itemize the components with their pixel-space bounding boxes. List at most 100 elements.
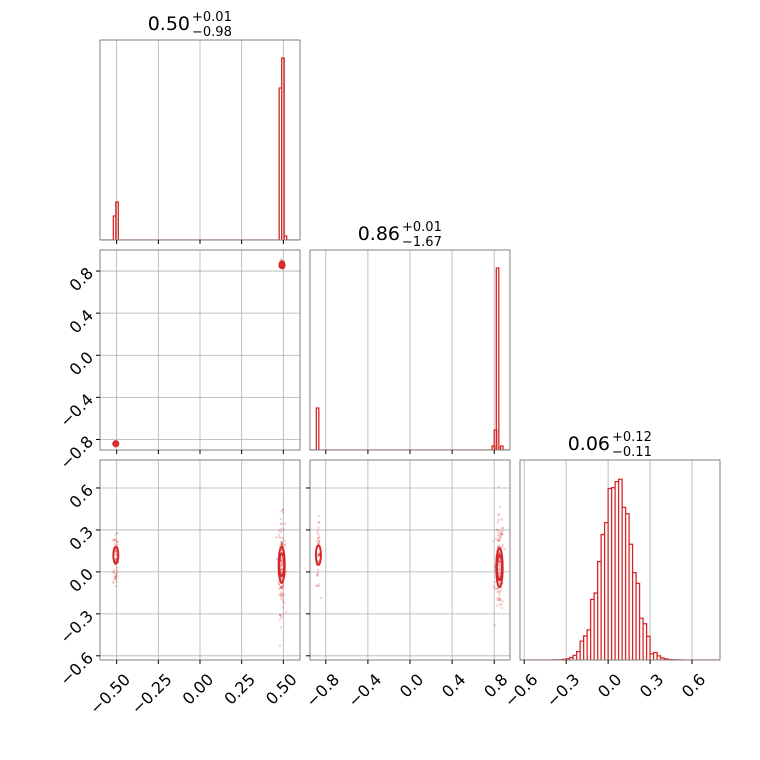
- scatter-point: [280, 541, 284, 544]
- panel-r2c2: −0.6 −0.3 0.0 0.3 0.6 0.06 +0.12−0.11: [501, 430, 721, 711]
- scatter-point: [281, 595, 284, 598]
- scatter-point: [113, 577, 116, 580]
- scatter-point: [280, 258, 283, 261]
- scatter-point: [280, 593, 283, 596]
- panel-content: [111, 508, 288, 647]
- panel-content: [111, 258, 286, 449]
- x-tick-label: −0.3: [543, 670, 584, 711]
- scatter-point: [317, 554, 321, 557]
- scatter-point: [115, 575, 118, 578]
- scatter-point: [493, 624, 496, 627]
- x-tick-label: 0.25: [220, 670, 259, 709]
- scatter-point: [280, 559, 283, 563]
- scatter-point: [493, 587, 496, 590]
- scatter-point: [317, 541, 321, 544]
- y-tick-label: 0.4: [66, 306, 97, 337]
- x-tick-label: 0.3: [636, 670, 667, 701]
- scatter-point: [498, 560, 501, 564]
- scatter-point: [497, 485, 500, 489]
- x-tick-label: −0.25: [128, 670, 176, 718]
- scatter-point: [278, 614, 282, 617]
- scatter-point: [277, 535, 280, 538]
- scatter-point: [493, 568, 496, 571]
- scatter-point: [114, 575, 118, 578]
- scatter-point: [277, 580, 280, 583]
- scatter-point: [497, 518, 500, 522]
- y-tick-label: −0.4: [56, 390, 97, 431]
- scatter-point: [317, 583, 320, 586]
- scatter-point: [279, 522, 283, 526]
- scatter-point: [111, 570, 115, 574]
- histogram-step: [310, 267, 510, 450]
- scatter-point: [496, 598, 499, 602]
- scatter-point: [281, 565, 284, 568]
- scatter-point: [114, 537, 117, 541]
- scatter-point: [116, 569, 119, 572]
- scatter-point: [282, 613, 285, 616]
- scatter-point: [319, 596, 322, 600]
- x-tick-label: 0.0: [594, 670, 625, 701]
- scatter-point: [498, 560, 501, 563]
- scatter-point: [317, 536, 320, 539]
- scatter-point: [497, 531, 500, 534]
- scatter-point: [498, 590, 501, 593]
- density-contour: [314, 544, 322, 566]
- scatter-point: [278, 583, 281, 586]
- panel-content: [100, 57, 300, 240]
- scatter-point: [112, 581, 115, 585]
- scatter-point: [500, 589, 503, 592]
- panel-title-plus: +0.12: [612, 430, 652, 445]
- scatter-point: [501, 600, 504, 603]
- scatter-point: [280, 264, 283, 267]
- scatter-point: [498, 545, 501, 548]
- panel-r1c1: 0.86 +0.01−1.67: [309, 220, 511, 454]
- x-tick-label: 0.50: [262, 670, 301, 709]
- x-tick-label: 0.6: [678, 670, 709, 701]
- scatter-point: [317, 521, 320, 524]
- scatter-point: [496, 528, 499, 532]
- scatter-point: [281, 606, 284, 609]
- panel-r2c0: −0.6−0.3 0.0 0.3 0.6 −0.50−0.25 0.00 0.25 0.50: [56, 459, 301, 718]
- scatter-point: [318, 540, 321, 543]
- scatter-point: [280, 586, 283, 589]
- panel-title-minus: −1.67: [402, 235, 442, 250]
- scatter-point: [316, 542, 320, 545]
- scatter-point: [113, 543, 116, 546]
- panel-title-value: 0.86: [358, 223, 400, 245]
- scatter-point: [317, 542, 320, 545]
- scatter-point: [315, 574, 318, 577]
- scatter-point: [501, 526, 504, 529]
- scatter-point: [496, 587, 499, 591]
- scatter-point: [315, 585, 318, 588]
- scatter-point: [498, 593, 501, 596]
- scatter-point: [497, 564, 501, 567]
- scatter-point: [114, 442, 117, 445]
- scatter-point: [280, 577, 283, 580]
- scatter-point: [496, 521, 499, 524]
- y-tick-label: −0.6: [56, 648, 97, 689]
- scatter-point: [316, 572, 320, 576]
- scatter-point: [114, 577, 117, 580]
- panel-content: [310, 267, 510, 450]
- scatter-point: [496, 545, 500, 548]
- scatter-point: [280, 591, 283, 594]
- x-tick-label: −0.50: [86, 670, 134, 718]
- scatter-point: [282, 598, 285, 601]
- scatter-point: [496, 590, 499, 594]
- scatter-point: [116, 543, 119, 546]
- scatter-point: [116, 566, 119, 569]
- scatter-point: [501, 532, 504, 535]
- scatter-point: [115, 442, 118, 445]
- x-tick-label: −0.6: [501, 670, 542, 711]
- scatter-point: [317, 553, 320, 556]
- scatter-point: [496, 604, 499, 607]
- scatter-point: [285, 570, 288, 573]
- histogram-step: [100, 57, 300, 240]
- scatter-point: [280, 563, 283, 566]
- scatter-point: [280, 616, 283, 619]
- scatter-point: [284, 544, 287, 547]
- scatter-point: [115, 442, 118, 445]
- scatter-point: [115, 553, 118, 556]
- scatter-point: [498, 599, 501, 602]
- scatter-point: [498, 571, 501, 575]
